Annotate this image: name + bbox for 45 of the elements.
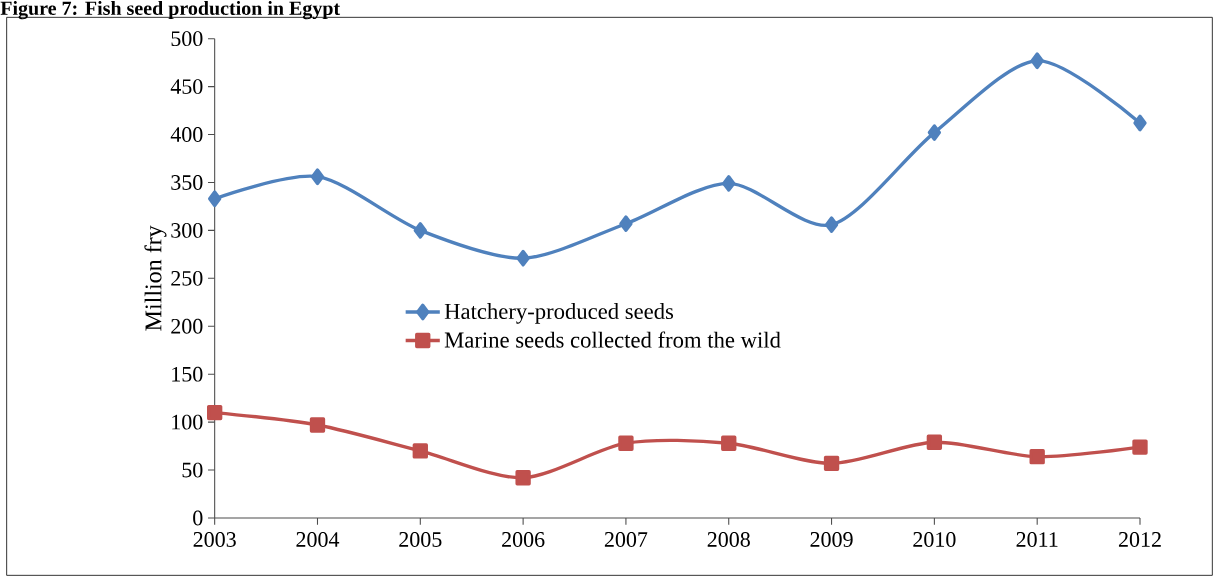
x-tick-label: 2008 xyxy=(707,532,750,547)
x-tick-label: 2006 xyxy=(502,532,545,547)
point xyxy=(722,175,736,192)
point xyxy=(207,404,223,421)
y-tick-label: 200 xyxy=(171,318,203,334)
y-tick-label: 300 xyxy=(171,222,203,238)
point xyxy=(1029,448,1045,465)
y-tick-label: 50 xyxy=(182,462,203,478)
y-axis-title: Million fry xyxy=(144,225,167,331)
point xyxy=(721,435,737,451)
x-tick-label: 2009 xyxy=(810,532,853,547)
y-tick-label: 450 xyxy=(170,79,203,95)
point xyxy=(619,215,633,233)
point xyxy=(926,434,943,450)
x-tick-label: 2012 xyxy=(1118,532,1161,547)
point xyxy=(412,443,428,459)
x-tick-label: 2005 xyxy=(399,532,442,547)
y-tick-label: 0 xyxy=(193,510,203,526)
y-tick-label: 500 xyxy=(171,31,203,47)
point xyxy=(515,470,531,486)
point xyxy=(208,190,222,208)
point xyxy=(1133,114,1147,132)
y-tick-label: 400 xyxy=(170,127,203,142)
point xyxy=(927,124,942,141)
x-tick-label: 2004 xyxy=(296,532,340,547)
legend-label: Hatchery-produced seeds xyxy=(444,303,674,324)
x-tick-label: 2007 xyxy=(604,532,648,547)
point xyxy=(1030,52,1044,70)
y-tick-label: 150 xyxy=(172,366,203,382)
chart-title: Figure 7: Fish seed production in Egypt xyxy=(0,0,341,20)
point xyxy=(1132,439,1148,455)
y-tick-label: 350 xyxy=(171,175,203,190)
y-tick-label: 100 xyxy=(172,414,203,430)
point xyxy=(310,168,325,186)
point xyxy=(309,417,326,433)
point xyxy=(516,249,530,267)
point xyxy=(618,435,634,451)
legend-label: Marine seeds collected from the wild xyxy=(444,331,781,348)
x-tick-label: 2003 xyxy=(193,532,236,547)
y-tick-label: 250 xyxy=(171,270,203,286)
point xyxy=(413,222,427,239)
point xyxy=(824,216,839,233)
x-tick-label: 2011 xyxy=(1016,532,1058,547)
x-tick-label: 2010 xyxy=(913,532,956,547)
point xyxy=(823,455,840,472)
